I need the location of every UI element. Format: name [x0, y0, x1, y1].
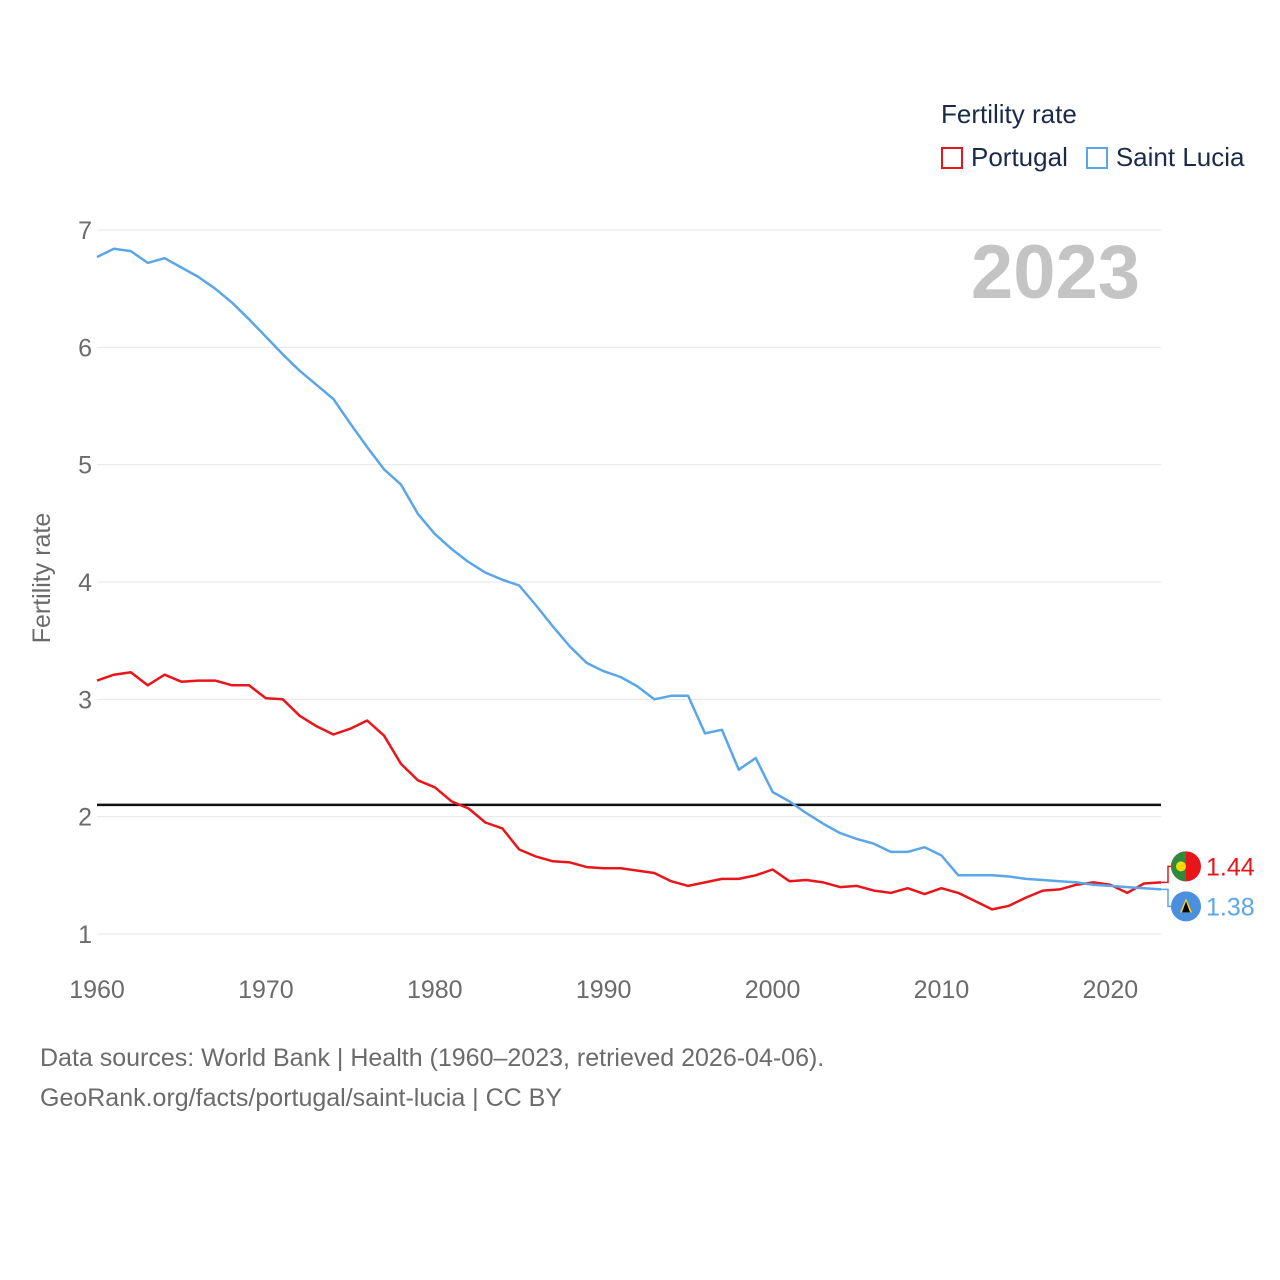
x-tick-label: 2020: [1083, 976, 1139, 1004]
end-value-portugal: 1.44: [1206, 853, 1255, 881]
y-tick-label: 3: [78, 686, 92, 714]
legend-items: Portugal Saint Lucia: [941, 142, 1263, 173]
legend-label-portugal: Portugal: [971, 142, 1068, 172]
leader-line-saint-lucia: [1161, 888, 1173, 908]
legend-swatch-portugal: [941, 146, 963, 169]
x-tick-label: 2000: [745, 976, 801, 1004]
series-lines: [96, 247, 1162, 911]
x-tick-label: 1990: [576, 976, 632, 1004]
y-tick-label: 5: [78, 452, 92, 480]
x-tick-label: 2010: [914, 976, 970, 1004]
y-tick-label: 2: [78, 804, 92, 832]
y-tick-labels: 1 2 3 4 5 6 7: [78, 217, 92, 949]
footer-sources: Data sources: World Bank | Health (1960–…: [40, 1044, 825, 1072]
y-axis-label: Fertility rate: [28, 513, 56, 644]
end-value-saint-lucia: 1.38: [1206, 893, 1255, 921]
y-tick-label: 4: [78, 569, 92, 597]
footer-credit[interactable]: GeoRank.org/facts/portugal/saint-lucia |…: [40, 1084, 563, 1112]
y-tick-label: 6: [78, 334, 92, 362]
series-line-saint-lucia: [96, 247, 1162, 891]
x-tick-labels: 1960 1970 1980 1990 2000 2010 2020: [69, 976, 1138, 1004]
grid-lines: [97, 229, 1161, 935]
x-tick-label: 1980: [407, 976, 463, 1004]
y-tick-label: 1: [78, 921, 92, 949]
year-watermark: 2023: [971, 230, 1140, 315]
legend-label-saint-lucia: Saint Lucia: [1115, 142, 1245, 172]
legend-item-saint-lucia[interactable]: Saint Lucia: [1085, 142, 1245, 173]
flag-triangle-black: [1182, 901, 1190, 913]
x-tick-label: 1960: [69, 976, 125, 1004]
leader-line-portugal: [1161, 865, 1173, 884]
flag-sphere: [1176, 861, 1186, 872]
x-tick-label: 1970: [238, 976, 294, 1004]
legend-item-portugal[interactable]: Portugal: [941, 142, 1068, 173]
series-line-portugal: [96, 671, 1162, 911]
end-markers: 1.44 1.38: [1161, 851, 1255, 922]
legend-title: Fertility rate: [941, 99, 1077, 129]
legend-swatch-saint-lucia: [1085, 146, 1108, 169]
y-tick-label: 7: [78, 217, 92, 245]
